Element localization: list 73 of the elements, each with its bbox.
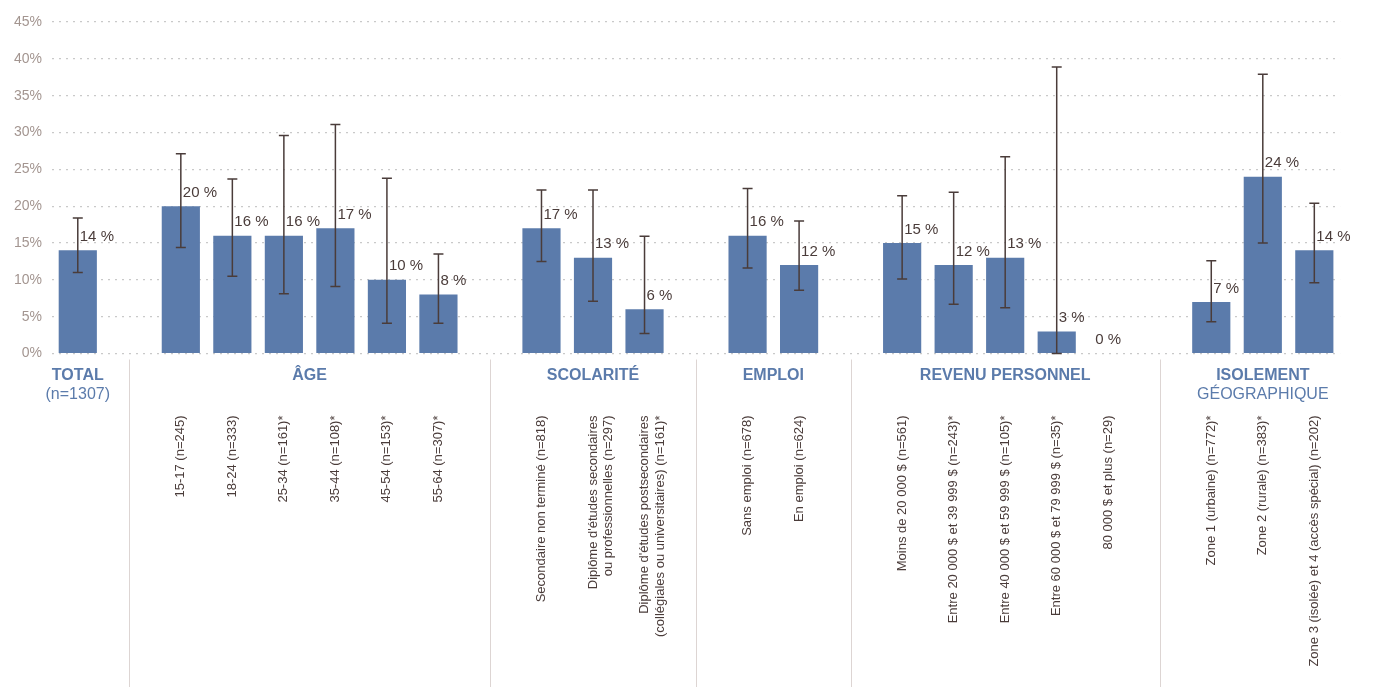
text: EMPLOI xyxy=(742,365,805,383)
bar xyxy=(316,228,355,353)
data-label: 16 % xyxy=(234,212,269,230)
x-tick-label: 35-44 (n=108)* xyxy=(326,415,342,503)
y-tick-label: 20% xyxy=(13,197,43,214)
x-tick-label: 18-24 (n=333) xyxy=(223,415,239,498)
y-tick-label: 5% xyxy=(21,307,43,324)
x-tick-label: Zone 2 (rurale) (n=383)* xyxy=(1254,415,1270,556)
data-label: 15 % xyxy=(904,219,939,237)
x-tick-label: Diplôme d'études secondaires ou professionnelles (n=297) xyxy=(584,415,616,590)
bar xyxy=(1192,301,1231,353)
bar xyxy=(780,265,819,353)
bar xyxy=(161,206,200,353)
data-label: 24 % xyxy=(1264,153,1299,171)
bar xyxy=(986,257,1025,353)
x-tick-label: 15-17 (n=245) xyxy=(172,415,188,498)
data-label: 7 % xyxy=(1213,278,1240,296)
bar xyxy=(883,243,922,353)
data-label: 16 % xyxy=(285,212,321,230)
bar xyxy=(58,250,97,353)
x-tick-label: Zone 3 (isolée) et 4 (accès spécial) (n=202) xyxy=(1305,415,1321,667)
bar xyxy=(264,235,303,353)
bar xyxy=(1243,176,1282,353)
y-tick-label: 0% xyxy=(21,344,43,361)
x-tick-label: Sans emploi (n=678) xyxy=(739,415,755,536)
data-label: 0 % xyxy=(1095,330,1122,348)
y-tick-label: 30% xyxy=(13,123,43,140)
y-tick-label: 35% xyxy=(13,86,43,103)
bar xyxy=(367,279,407,353)
x-tick-label: En emploi (n=624) xyxy=(790,415,806,523)
bar xyxy=(419,294,458,353)
x-tick-label: 45-54 (n=153)* xyxy=(378,415,394,503)
data-label: 12 % xyxy=(955,241,990,259)
x-tick-label: 80 000 $ et plus (n=29) xyxy=(1099,415,1115,550)
data-label: 12 % xyxy=(801,241,836,259)
text: ISOLEMENT GÉOGRAPHIQUE xyxy=(1197,365,1329,402)
data-label: 14 % xyxy=(1316,227,1351,245)
x-tick-label: Moins de 20 000 $ (n=561) xyxy=(893,415,909,572)
bar xyxy=(1295,250,1334,353)
data-label: 6 % xyxy=(646,285,673,303)
data-label: 17 % xyxy=(543,204,578,222)
y-tick-label: 25% xyxy=(13,160,43,177)
data-label: 13 % xyxy=(1007,234,1042,252)
data-label: 14 % xyxy=(79,227,114,245)
data-label: 3 % xyxy=(1058,308,1085,326)
bar xyxy=(573,257,613,353)
bar xyxy=(522,228,561,353)
bar xyxy=(1037,331,1076,353)
y-tick-label: 10% xyxy=(13,270,43,287)
text: ÂGE xyxy=(292,364,328,383)
data-label: 16 % xyxy=(749,212,784,230)
data-label: 20 % xyxy=(182,182,218,200)
x-tick-label: 55-64 (n=307)* xyxy=(430,415,446,503)
data-label: 13 % xyxy=(595,234,630,252)
data-label: 8 % xyxy=(440,271,467,289)
text: SCOLARITÉ xyxy=(546,364,640,383)
data-label: 17 % xyxy=(337,204,372,222)
y-tick-label: 40% xyxy=(13,49,43,66)
text: TOTAL (n=1307) xyxy=(45,365,111,402)
text: REVENU PERSONNEL xyxy=(919,365,1091,383)
x-tick-label: 25-34 (n=161)* xyxy=(275,415,291,503)
x-tick-label: Secondaire non terminé (n=818) xyxy=(533,415,549,603)
bar xyxy=(213,235,252,353)
data-label: 10 % xyxy=(388,256,424,274)
bar xyxy=(934,265,973,353)
x-tick-label: Entre 60 000 $ et 79 999 $ (n=35)* xyxy=(1048,415,1064,617)
x-tick-label: Entre 40 000 $ et 59 999 $ (n=105)* xyxy=(996,415,1012,624)
y-tick-label: 45% xyxy=(13,12,43,29)
bar xyxy=(728,235,767,353)
x-tick-label: Zone 1 (urbaine) (n=772)* xyxy=(1202,415,1218,566)
y-tick-label: 15% xyxy=(13,233,43,250)
x-tick-label: Entre 20 000 $ et 39 999 $ (n=243)* xyxy=(945,415,961,624)
bar xyxy=(625,309,664,353)
